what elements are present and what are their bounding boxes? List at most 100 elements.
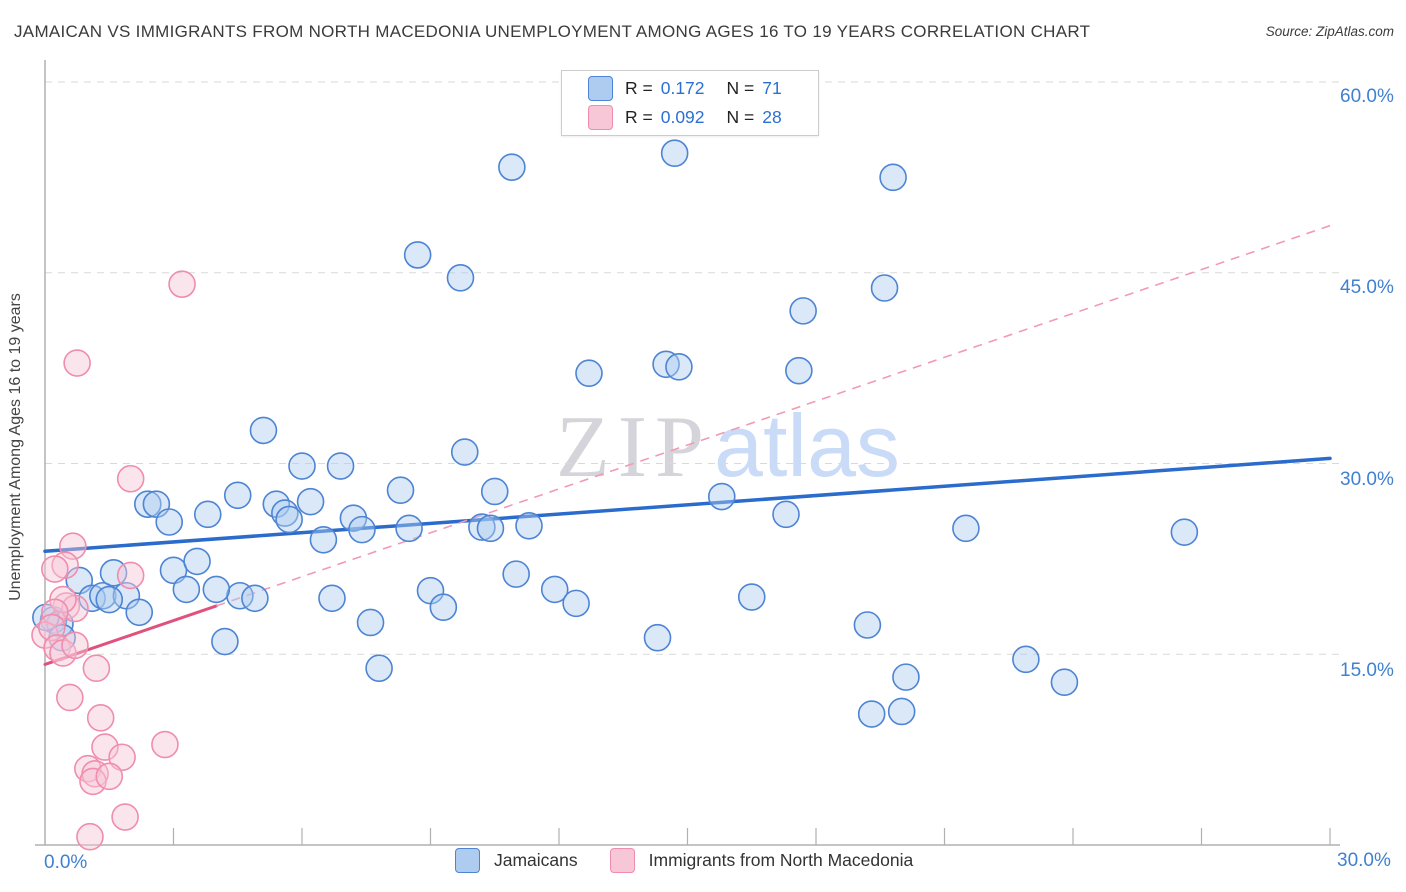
jamaicans-data-point[interactable] [952, 514, 980, 543]
jamaicans-data-point[interactable] [575, 359, 603, 387]
jamaicans-data-point[interactable] [879, 163, 907, 192]
n-value: 71 [762, 78, 782, 98]
jamaicans-data-point[interactable] [1170, 518, 1199, 546]
jamaicans-data-point[interactable] [502, 560, 530, 588]
jamaicans-data-point[interactable] [403, 241, 432, 269]
jamaicans-data-point[interactable] [857, 700, 886, 728]
jamaicans-data-point[interactable] [643, 623, 672, 652]
jamaicans-data-point[interactable] [1050, 668, 1079, 697]
macedonia-data-point[interactable] [111, 803, 139, 831]
jamaicans-data-point[interactable] [450, 438, 479, 466]
n-label: N = [726, 78, 755, 98]
correlation-legend-box: R = 0.172 N = 71 R = 0.092 N = 28 [561, 70, 819, 136]
jamaicans-data-point[interactable] [870, 274, 899, 302]
jamaicans-swatch-icon [588, 76, 613, 101]
macedonia-trendline-solid [43, 604, 218, 666]
r-label: R = [625, 107, 653, 127]
jamaicans-data-point[interactable] [309, 525, 338, 554]
jamaicans-data-point[interactable] [193, 500, 222, 529]
jamaicans-data-point[interactable] [789, 297, 817, 325]
jamaicans-data-point[interactable] [772, 500, 800, 529]
macedonia-data-point[interactable] [116, 561, 145, 590]
jamaicans-data-point[interactable] [134, 490, 162, 518]
jamaicans-data-point[interactable] [125, 598, 154, 627]
jamaicans-data-point[interactable] [660, 139, 689, 167]
jamaicans-data-point[interactable] [202, 575, 231, 604]
y-tick-label-60: 60.0% [1340, 86, 1394, 107]
jamaicans-data-point[interactable] [159, 556, 188, 585]
macedonia-data-point[interactable] [56, 683, 84, 712]
macedonia-legend-swatch-icon [609, 848, 635, 873]
jamaicans-data-point[interactable] [241, 584, 269, 613]
macedonia-data-point[interactable] [151, 730, 179, 759]
jamaicans-data-point[interactable] [99, 559, 128, 587]
y-tick-label-45: 45.0% [1340, 277, 1394, 298]
jamaicans-data-point[interactable] [737, 583, 766, 611]
jamaicans-data-point[interactable] [540, 575, 569, 604]
macedonia-data-point[interactable] [38, 613, 66, 642]
x-tick-label-min: 0.0% [44, 852, 88, 873]
watermark: ZIPatlas [556, 398, 900, 495]
jamaicans-data-point[interactable] [386, 476, 415, 504]
series-legend: Jamaicans Immigrants from North Macedoni… [455, 848, 931, 873]
legend-row-jamaicans: R = 0.172 N = 71 [562, 76, 818, 101]
jamaicans-data-point[interactable] [183, 547, 211, 576]
jamaicans-data-point[interactable] [480, 477, 509, 506]
jamaicans-data-point[interactable] [1012, 645, 1040, 674]
y-tick-label-30: 30.0% [1340, 469, 1394, 490]
macedonia-data-point[interactable] [63, 349, 91, 377]
jamaicans-legend-swatch-icon [455, 848, 480, 873]
jamaicans-data-point[interactable] [887, 697, 916, 726]
macedonia-swatch-icon [588, 105, 613, 130]
jamaicans-data-point[interactable] [296, 487, 325, 516]
macedonia-data-point[interactable] [168, 270, 196, 298]
jamaicans-data-point[interactable] [172, 575, 201, 604]
macedonia-data-point[interactable] [76, 822, 104, 851]
page-title: JAMAICAN VS IMMIGRANTS FROM NORTH MACEDO… [14, 22, 1091, 41]
jamaicans-data-point[interactable] [395, 514, 423, 543]
macedonia-data-point[interactable] [95, 762, 124, 791]
jamaicans-data-point[interactable] [155, 508, 184, 536]
macedonia-data-point[interactable] [82, 654, 111, 683]
macedonia-data-point[interactable] [91, 733, 119, 761]
macedonia-data-point[interactable] [61, 631, 89, 660]
macedonia-data-point[interactable] [86, 704, 115, 732]
r-value: 0.172 [660, 78, 705, 98]
jamaicans-data-point[interactable] [288, 452, 316, 480]
jamaicans-data-point[interactable] [275, 505, 303, 534]
jamaicans-data-point[interactable] [429, 593, 458, 621]
macedonia-data-point[interactable] [41, 555, 69, 583]
jamaicans-data-point[interactable] [318, 584, 346, 613]
jamaicans-data-point[interactable] [468, 513, 496, 541]
source-attribution: Source: ZipAtlas.com [1265, 24, 1394, 39]
jamaicans-data-point[interactable] [562, 589, 590, 618]
x-tick-label-max: 30.0% [1337, 850, 1391, 871]
jamaicans-data-point[interactable] [785, 356, 813, 385]
jamaicans-data-point[interactable] [326, 452, 355, 480]
jamaicans-data-point[interactable] [892, 663, 920, 691]
macedonia-data-point[interactable] [108, 743, 136, 772]
n-value: 28 [762, 107, 782, 127]
jamaicans-data-point[interactable] [348, 515, 376, 544]
jamaicans-data-point[interactable] [95, 585, 124, 614]
jamaicans-data-point[interactable] [211, 627, 239, 656]
macedonia-trendline-extrapolated [216, 224, 1331, 607]
jamaicans-data-point[interactable] [249, 416, 278, 445]
jamaicans-data-point[interactable] [446, 264, 475, 292]
macedonia-data-point[interactable] [79, 767, 107, 796]
jamaicans-data-point[interactable] [853, 611, 882, 639]
jamaicans-data-point[interactable] [223, 481, 252, 510]
jamaicans-data-point[interactable] [365, 654, 393, 683]
jamaicans-data-point[interactable] [356, 608, 385, 637]
n-label: N = [726, 107, 755, 127]
jamaicans-trendline [43, 456, 1332, 553]
jamaicans-data-point[interactable] [515, 512, 543, 540]
jamaicans-data-point[interactable] [707, 482, 736, 511]
jamaicans-data-point[interactable] [476, 514, 505, 543]
jamaicans-data-point[interactable] [498, 153, 526, 181]
macedonia-data-point[interactable] [116, 464, 145, 493]
r-value: 0.092 [660, 107, 705, 127]
watermark-atlas: atlas [714, 396, 900, 495]
jamaicans-data-point[interactable] [665, 353, 693, 381]
